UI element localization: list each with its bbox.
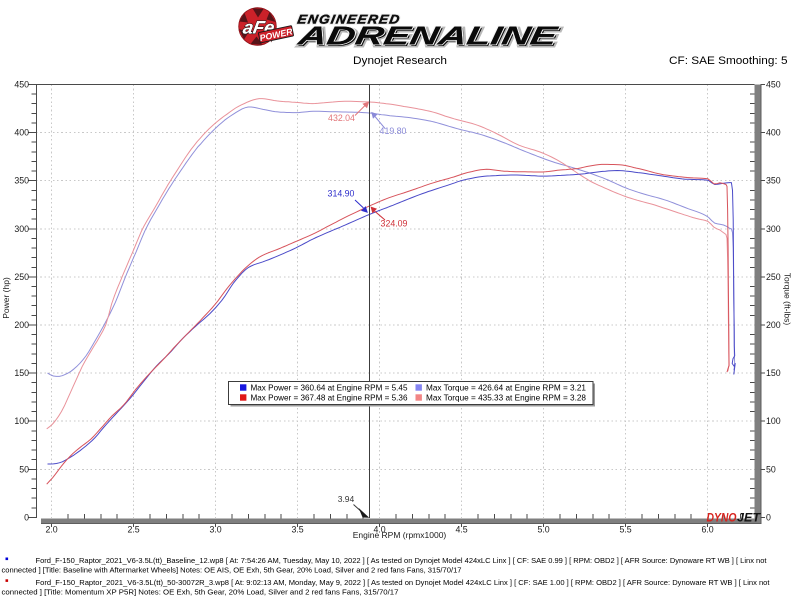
svg-text:400: 400	[14, 128, 29, 138]
svg-text:300: 300	[766, 224, 781, 234]
svg-text:Torque (ft-lbs): Torque (ft-lbs)	[783, 273, 793, 326]
svg-text:400: 400	[766, 128, 781, 138]
svg-text:Max Torque = 426.64 at Engine: Max Torque = 426.64 at Engine RPM = 3.21	[426, 382, 586, 392]
svg-text:2.5: 2.5	[127, 525, 139, 535]
svg-text:ENGINEERED: ENGINEERED	[296, 12, 401, 26]
svg-text:3.0: 3.0	[209, 525, 221, 535]
svg-text:connected ] [Title: Momentum X: connected ] [Title: Momentum XP P5R] Not…	[2, 588, 399, 597]
svg-text:324.09: 324.09	[381, 219, 408, 229]
svg-text:250: 250	[766, 272, 781, 282]
svg-text:5.0: 5.0	[537, 525, 549, 535]
svg-text:450: 450	[766, 80, 781, 90]
svg-text:6.0: 6.0	[701, 525, 713, 535]
svg-text:350: 350	[14, 176, 29, 186]
svg-text:Engine RPM (rpmx1000): Engine RPM (rpmx1000)	[353, 530, 447, 540]
svg-text:50: 50	[19, 464, 29, 474]
svg-text:4.0: 4.0	[373, 525, 385, 535]
svg-text:ENGINEERED: ENGINEERED	[296, 12, 401, 26]
svg-text:100: 100	[766, 416, 781, 426]
svg-text:100: 100	[14, 416, 29, 426]
svg-text:Ford_F-150_Raptor_2021_V6-3.5L: Ford_F-150_Raptor_2021_V6-3.5L(tt)_50-30…	[36, 578, 770, 587]
svg-text:CF: SAE Smoothing: 5: CF: SAE Smoothing: 5	[669, 55, 788, 67]
svg-text:50: 50	[766, 464, 776, 474]
svg-text:Ford_F-150_Raptor_2021_V6-3.5L: Ford_F-150_Raptor_2021_V6-3.5L(tt)_Basel…	[36, 556, 767, 565]
svg-text:4.5: 4.5	[455, 525, 467, 535]
svg-text:Max Power = 360.64 at Engine R: Max Power = 360.64 at Engine RPM = 5.45	[251, 382, 408, 392]
svg-text:450: 450	[14, 80, 29, 90]
svg-text:432.04: 432.04	[328, 113, 355, 123]
svg-text:150: 150	[766, 368, 781, 378]
svg-text:®: ®	[274, 11, 278, 18]
svg-text:250: 250	[14, 272, 29, 282]
svg-text:ADRENALINE: ADRENALINE	[296, 22, 563, 52]
svg-text:300: 300	[14, 224, 29, 234]
svg-text:Max Torque = 435.33 at Engine: Max Torque = 435.33 at Engine RPM = 3.28	[426, 392, 586, 402]
svg-text:3.5: 3.5	[291, 525, 303, 535]
svg-text:150: 150	[14, 368, 29, 378]
svg-text:350: 350	[766, 176, 781, 186]
svg-text:200: 200	[14, 320, 29, 330]
svg-text:314.90: 314.90	[328, 188, 355, 198]
svg-text:Dynojet Research: Dynojet Research	[353, 55, 447, 67]
svg-text:3.94: 3.94	[338, 494, 355, 504]
svg-text:ADRENALINE: ADRENALINE	[295, 21, 562, 51]
svg-text:0: 0	[766, 512, 771, 522]
svg-text:2.0: 2.0	[45, 525, 57, 535]
svg-text:Max Power = 367.48 at Engine R: Max Power = 367.48 at Engine RPM = 5.36	[251, 392, 408, 402]
svg-text:Power (hp): Power (hp)	[1, 277, 11, 319]
svg-text:connected ] [Title: Baseline w: connected ] [Title: Baseline with Afterm…	[2, 566, 462, 575]
svg-text:JET: JET	[737, 511, 762, 525]
svg-text:5.5: 5.5	[619, 525, 631, 535]
svg-text:419.80: 419.80	[380, 126, 407, 136]
svg-text:DYNO: DYNO	[707, 511, 738, 525]
svg-text:200: 200	[766, 320, 781, 330]
svg-text:0: 0	[24, 512, 29, 522]
svg-text:ADRENALINE: ADRENALINE	[295, 21, 562, 51]
